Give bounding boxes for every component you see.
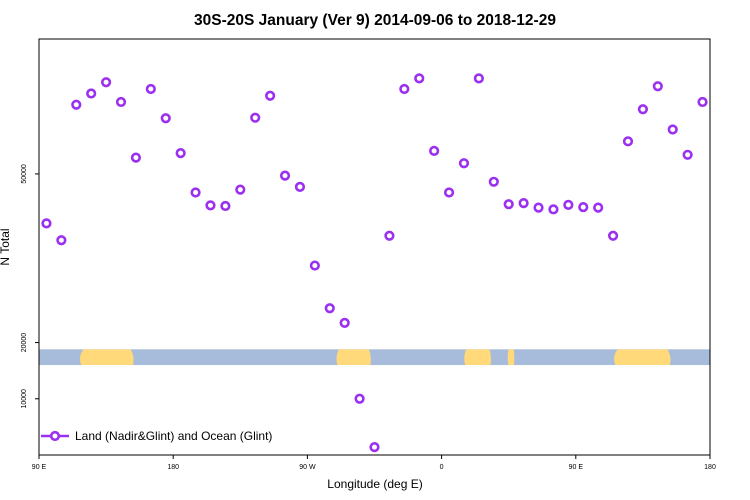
data-point-0-38 (607, 230, 619, 241)
data-point-0-22 (369, 442, 380, 453)
legend-marker (49, 430, 61, 442)
x-tick-label-3: 0 (440, 464, 444, 471)
y-tick-label-0: 10000 (21, 389, 28, 409)
data-point-0-18 (309, 260, 320, 271)
y-tick-label-2: 50000 (21, 164, 28, 184)
land-patch-australia (80, 349, 134, 366)
x-tick-label-1: 180 (167, 464, 179, 471)
data-point-0-14 (250, 112, 261, 123)
data-point-0-29 (473, 73, 484, 84)
data-point-0-8 (160, 113, 171, 124)
data-series (41, 73, 708, 453)
y-axis-label: N Total (0, 228, 12, 265)
data-point-0-35 (563, 199, 574, 210)
data-point-0-15 (265, 90, 276, 101)
data-point-0-42 (667, 124, 678, 135)
data-point-0-9 (175, 148, 186, 159)
data-point-0-25 (414, 73, 425, 84)
data-point-0-12 (220, 200, 231, 212)
x-tick-label-2: 90 W (299, 464, 316, 471)
land-patch-madagascar (507, 349, 515, 366)
data-point-0-39 (622, 136, 634, 147)
data-point-0-16 (279, 170, 291, 181)
x-tick-label-5: 180 (704, 464, 716, 471)
data-point-0-2 (71, 99, 82, 110)
data-point-0-31 (503, 199, 514, 210)
chart-title: 30S-20S January (Ver 9) 2014-09-06 to 20… (194, 12, 556, 29)
land-patch-south-america (336, 349, 371, 366)
legend: Land (Nadir&Glint) and Ocean (Glint) (41, 429, 272, 443)
axes: 90 E 180 90 W 0 90 E 180 10000 20000 50000 (21, 164, 716, 471)
data-point-0-41 (652, 81, 663, 92)
data-point-0-4 (100, 77, 112, 88)
data-point-0-27 (443, 187, 455, 198)
data-point-0-5 (115, 96, 127, 108)
y-tick-label-1: 20000 (21, 333, 28, 353)
x-tick-label-4: 90 E (569, 464, 584, 471)
data-point-0-7 (145, 83, 156, 95)
data-point-0-43 (682, 149, 693, 160)
data-point-0-17 (294, 181, 306, 192)
data-point-0-11 (205, 200, 216, 211)
data-point-0-23 (384, 230, 395, 241)
data-point-0-33 (533, 202, 544, 213)
data-point-0-26 (429, 145, 440, 156)
land-patch-africa (464, 349, 492, 366)
data-point-0-6 (130, 152, 142, 163)
data-point-0-0 (41, 218, 52, 229)
data-point-0-32 (518, 198, 529, 209)
data-point-0-40 (637, 104, 649, 115)
x-tick-label-0: 90 E (32, 464, 47, 471)
data-point-0-13 (235, 184, 246, 195)
data-point-0-34 (548, 204, 559, 215)
legend-label: Land (Nadir&Glint) and Ocean (Glint) (75, 429, 272, 443)
land-patch-australia-repeat (614, 349, 671, 366)
data-point-0-37 (593, 202, 604, 213)
data-point-0-10 (190, 187, 201, 198)
background-map (39, 349, 710, 366)
plot-frame (38, 38, 711, 456)
x-axis-label: Longitude (deg E) (327, 477, 422, 491)
data-point-0-24 (399, 83, 410, 95)
data-point-0-30 (488, 176, 499, 187)
data-point-0-1 (56, 235, 67, 246)
data-point-0-36 (578, 201, 589, 213)
ocean-band (39, 349, 710, 366)
data-point-0-28 (458, 158, 470, 169)
data-point-0-20 (339, 317, 350, 328)
data-point-0-21 (354, 393, 365, 404)
data-point-0-19 (324, 303, 335, 314)
data-point-0-44 (697, 96, 708, 108)
data-point-0-3 (86, 88, 97, 99)
